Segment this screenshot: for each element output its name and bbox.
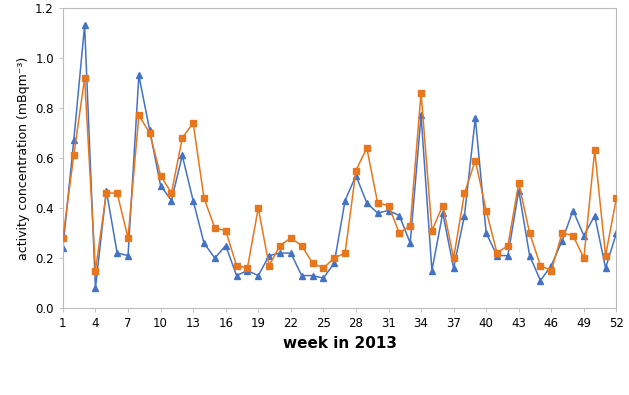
gross beta: [439, 203, 447, 208]
Pb-210: [342, 198, 349, 203]
Pb-210: [417, 113, 425, 118]
Line: Pb-210: Pb-210: [60, 23, 619, 291]
Pb-210: [125, 253, 132, 258]
Pb-210: [81, 23, 89, 28]
Pb-210: [276, 251, 284, 256]
Y-axis label: activity concentration (mBqm⁻³): activity concentration (mBqm⁻³): [16, 56, 30, 260]
gross beta: [374, 201, 381, 205]
X-axis label: week in 2013: week in 2013: [282, 336, 397, 351]
gross beta: [613, 196, 620, 200]
gross beta: [125, 236, 132, 241]
gross beta: [417, 90, 425, 95]
Pb-210: [439, 211, 447, 215]
gross beta: [276, 243, 284, 248]
gross beta: [92, 268, 99, 273]
Pb-210: [59, 246, 67, 250]
Line: gross beta: gross beta: [60, 75, 619, 273]
Pb-210: [613, 231, 620, 235]
Pb-210: [92, 286, 99, 290]
Pb-210: [374, 211, 381, 215]
gross beta: [81, 75, 89, 80]
gross beta: [342, 251, 349, 256]
gross beta: [59, 236, 67, 241]
